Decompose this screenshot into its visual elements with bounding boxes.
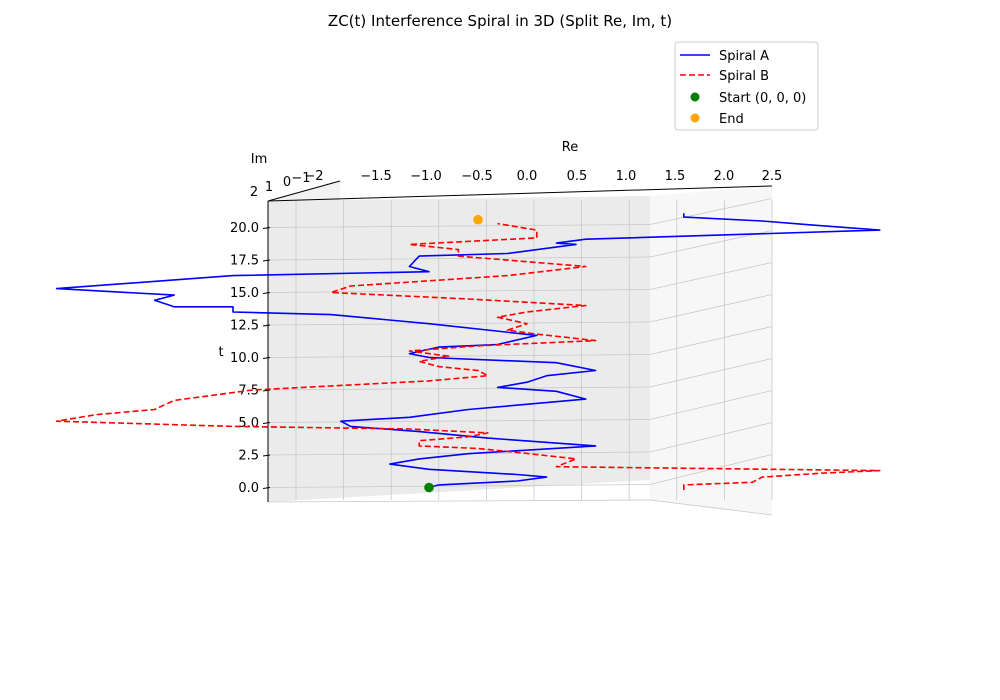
grid-line-t bbox=[267, 256, 651, 261]
grid-line-t-side bbox=[649, 262, 773, 290]
grid-line-t-side bbox=[649, 326, 773, 355]
x-tick-label: −1.0 bbox=[410, 169, 442, 184]
z-tick-label: 17.5 bbox=[230, 254, 259, 269]
grid-line-t bbox=[267, 354, 651, 358]
x-tick-label: 0.0 bbox=[517, 169, 538, 184]
legend-swatch-start bbox=[690, 92, 700, 102]
grid-line-t-side bbox=[649, 454, 773, 485]
z-tick-label: 10.0 bbox=[230, 351, 259, 366]
z-tick-mark bbox=[262, 454, 271, 457]
z-tick-label: 0.0 bbox=[238, 481, 259, 496]
z-axis-label: t bbox=[218, 345, 223, 360]
legend-label-start: Start (0, 0, 0) bbox=[719, 91, 806, 106]
legend-swatch-end bbox=[690, 113, 700, 123]
z-tick-mark bbox=[262, 389, 271, 392]
x-axis-line bbox=[267, 185, 773, 202]
z-tick-mark bbox=[262, 422, 271, 424]
legend-label-spiral-a: Spiral A bbox=[719, 49, 769, 64]
x-tick-label: 1.5 bbox=[665, 169, 686, 184]
grid-line-floor-side bbox=[649, 499, 773, 516]
x-tick-label: −0.5 bbox=[461, 169, 493, 184]
x-tick-label: −1.5 bbox=[360, 169, 392, 184]
spiral-a-line bbox=[55, 213, 881, 489]
x-tick-label: 0.5 bbox=[567, 169, 588, 184]
x-tick-label: 2.0 bbox=[714, 169, 735, 184]
grid-line-t bbox=[267, 224, 651, 228]
grid-line-t bbox=[267, 386, 651, 391]
grid-line-t-side bbox=[649, 294, 773, 323]
grid-line-t-side bbox=[649, 422, 773, 453]
pane-right bbox=[650, 186, 772, 515]
z-tick-mark bbox=[262, 357, 271, 359]
z-tick-label: 20.0 bbox=[230, 221, 259, 236]
grid-line-t-side bbox=[649, 230, 773, 258]
start-0-0-0-marker bbox=[424, 482, 434, 493]
grid-lines bbox=[262, 198, 773, 516]
grid-line-t-side bbox=[649, 358, 773, 388]
z-tick-mark bbox=[262, 487, 271, 489]
z-tick-label: 5.0 bbox=[238, 416, 259, 431]
y-axis-line bbox=[267, 180, 341, 202]
grid-line-t bbox=[267, 289, 651, 293]
legend-frame bbox=[674, 41, 819, 131]
chart-title: ZC(t) Interference Spiral in 3D (Split R… bbox=[328, 12, 672, 30]
axis-lines bbox=[267, 180, 773, 502]
grid-line-t bbox=[267, 451, 651, 456]
z-tick-mark bbox=[262, 227, 271, 229]
grid-line-t-side bbox=[649, 390, 773, 420]
grid-line-floor bbox=[267, 499, 651, 503]
series-layer bbox=[55, 213, 881, 493]
z-tick-label: 2.5 bbox=[238, 449, 259, 464]
grid-line-t bbox=[267, 321, 651, 326]
grid-line-t-side bbox=[649, 198, 773, 225]
x-axis-label: Re bbox=[562, 140, 578, 155]
legend-label-spiral-b: Spiral B bbox=[719, 69, 769, 84]
grid-line-t bbox=[267, 484, 651, 488]
y-tick-label: −1 bbox=[291, 171, 310, 186]
z-tick-label: 15.0 bbox=[230, 286, 259, 301]
z-tick-mark bbox=[262, 324, 271, 327]
x-tick-label: 2.5 bbox=[762, 169, 783, 184]
x-tick-label: −2 bbox=[304, 169, 323, 184]
legend: Spiral A Spiral B Start (0, 0, 0) End bbox=[674, 41, 819, 131]
y-tick-label: 0 bbox=[283, 175, 291, 190]
y-tick-label: 1 bbox=[265, 180, 273, 195]
z-tick-mark bbox=[262, 259, 271, 262]
end-marker bbox=[473, 214, 483, 225]
z-tick-mark bbox=[262, 292, 271, 294]
y-axis-label: Im bbox=[251, 152, 268, 167]
x-tick-label: 1.0 bbox=[616, 169, 637, 184]
grid-line-t bbox=[267, 419, 651, 423]
y-tick-label: 2 bbox=[250, 185, 258, 200]
z-tick-label: 12.5 bbox=[230, 319, 259, 334]
spiral-b-line bbox=[55, 222, 881, 491]
legend-label-end: End bbox=[719, 112, 744, 127]
